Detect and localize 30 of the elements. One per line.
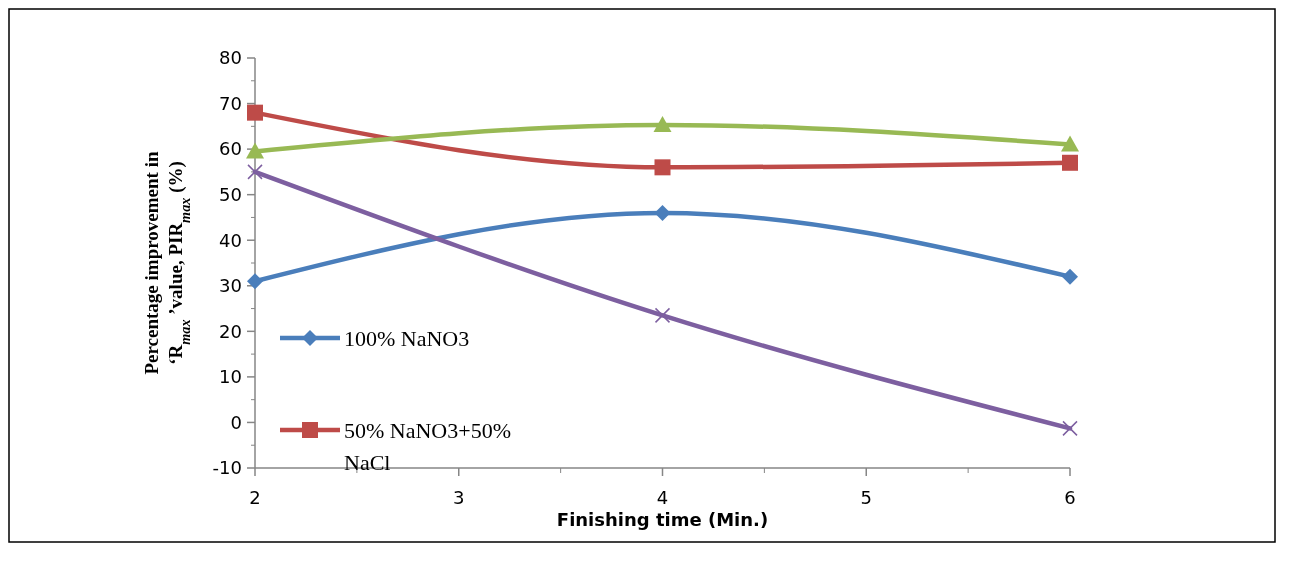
- y-tick-label: 40: [219, 229, 242, 251]
- y-tick-label: 70: [219, 92, 242, 114]
- y-tick-label: 20: [219, 320, 242, 342]
- point: [247, 273, 263, 290]
- legend-label: 100% NaNO3: [344, 325, 470, 351]
- y-tick-label: 60: [219, 138, 242, 160]
- x-tick-label: 2: [249, 487, 261, 508]
- point: [653, 115, 672, 132]
- x-tick-label: 5: [860, 487, 872, 508]
- x-axis-title: Finishing time (Min.): [556, 509, 769, 530]
- point: [1062, 268, 1078, 285]
- point: [1061, 135, 1079, 152]
- legend-label: 50% NaNO3+50% NaCl: [344, 417, 511, 475]
- point: [654, 204, 671, 221]
- x-tick-label: 6: [1064, 487, 1076, 508]
- point: [1062, 154, 1078, 171]
- x-tick-label: 3: [453, 487, 465, 508]
- x-tick-label: 4: [656, 487, 669, 508]
- y-tick-label: -10: [212, 457, 242, 479]
- point: [1062, 420, 1078, 437]
- y-tick-label: 0: [230, 411, 242, 433]
- point: [654, 159, 671, 176]
- y-tick-label: 50: [219, 183, 242, 205]
- y-tick-label: 80: [219, 47, 242, 69]
- point: [654, 307, 671, 324]
- y-tick-label: 30: [219, 275, 242, 297]
- point: [247, 104, 263, 121]
- y-tick-label: 10: [219, 366, 242, 388]
- point: [246, 142, 264, 159]
- point: [247, 164, 263, 180]
